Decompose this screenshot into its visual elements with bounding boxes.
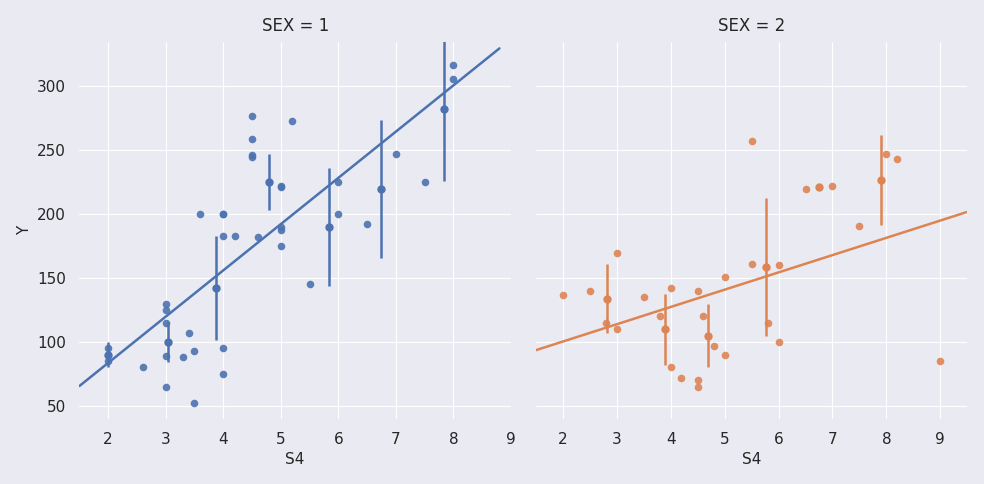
Point <box>157 352 173 360</box>
Point <box>652 313 668 320</box>
Point <box>157 383 173 391</box>
Point <box>135 363 151 371</box>
Point <box>302 281 318 288</box>
Point <box>674 374 690 381</box>
Point <box>879 151 894 158</box>
Point <box>244 151 260 159</box>
Point <box>690 383 706 391</box>
Point <box>555 291 571 299</box>
Point <box>690 377 706 384</box>
Point <box>598 319 614 327</box>
Point <box>706 342 721 349</box>
Point <box>609 249 625 257</box>
Point <box>157 306 173 314</box>
Point <box>192 211 208 218</box>
Point <box>798 185 814 193</box>
Point <box>187 399 203 407</box>
Point <box>100 345 116 352</box>
Point <box>760 319 775 327</box>
Point <box>331 179 346 186</box>
Point <box>716 351 732 359</box>
Point <box>215 232 231 240</box>
Point <box>273 182 288 190</box>
Point <box>157 319 173 327</box>
Point <box>244 135 260 143</box>
Point <box>825 182 840 190</box>
Point <box>181 329 197 337</box>
Point <box>215 211 231 218</box>
Point <box>690 287 706 295</box>
Y-axis label: Y: Y <box>17 226 31 235</box>
Point <box>244 153 260 161</box>
X-axis label: S4: S4 <box>742 453 762 468</box>
Point <box>273 223 288 231</box>
Point <box>744 260 760 268</box>
X-axis label: S4: S4 <box>285 453 305 468</box>
Point <box>770 261 786 269</box>
Point <box>284 117 300 125</box>
Point <box>250 233 266 241</box>
Point <box>359 221 375 228</box>
Point <box>716 273 732 281</box>
Point <box>609 325 625 333</box>
Point <box>446 75 461 83</box>
Point <box>636 293 651 301</box>
Point <box>417 179 433 186</box>
Point <box>744 137 760 145</box>
Point <box>244 112 260 120</box>
Title: SEX = 2: SEX = 2 <box>718 16 785 35</box>
Point <box>695 313 710 320</box>
Point <box>663 285 679 292</box>
Point <box>100 357 116 365</box>
Point <box>582 287 597 295</box>
Point <box>663 363 679 371</box>
Point <box>273 242 288 250</box>
Point <box>273 183 288 191</box>
Point <box>187 347 203 355</box>
Point <box>227 232 243 240</box>
Point <box>933 357 949 365</box>
Point <box>215 370 231 378</box>
Point <box>331 211 346 218</box>
Point <box>388 151 403 158</box>
Point <box>215 345 231 352</box>
Point <box>446 61 461 69</box>
Point <box>770 338 786 346</box>
Title: SEX = 1: SEX = 1 <box>262 16 329 35</box>
Point <box>890 155 905 163</box>
Point <box>157 300 173 307</box>
Point <box>175 353 191 361</box>
Point <box>851 222 867 229</box>
Point <box>215 211 231 218</box>
Point <box>273 226 288 233</box>
